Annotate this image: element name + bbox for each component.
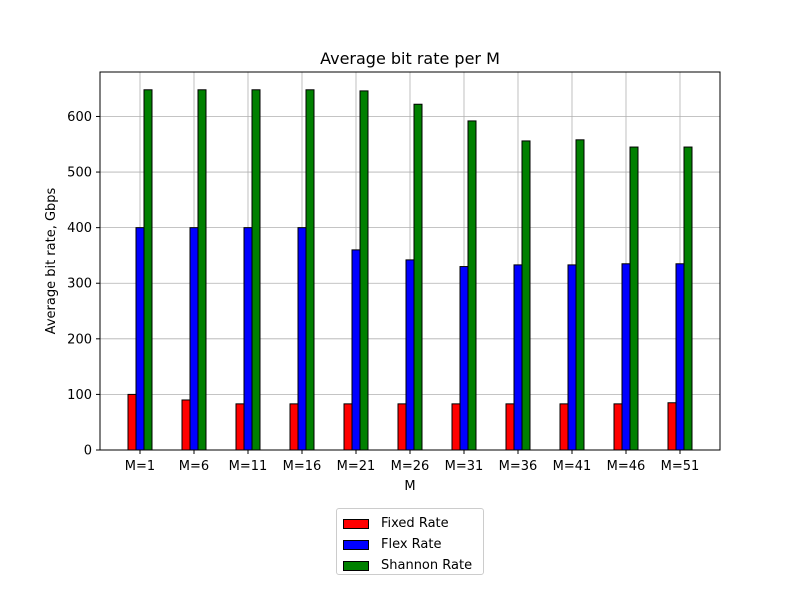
flex-rate-bar	[135, 227, 145, 451]
x-tick-label: M=11	[229, 459, 268, 474]
legend-swatch-flex-rate	[343, 539, 369, 550]
fixed-rate-bar	[613, 403, 623, 451]
shannon-rate-bar	[305, 89, 315, 451]
fixed-rate-bar	[667, 402, 677, 451]
x-tick-label: M=21	[337, 459, 376, 474]
y-axis: 0 100 200 300 400 500 600	[67, 110, 100, 459]
shannon-rate-bar	[575, 139, 585, 451]
shannon-rate-bar	[413, 103, 423, 451]
legend-swatch-fixed-rate	[343, 518, 369, 529]
flex-rate-bar	[405, 259, 415, 451]
legend-item-flex-rate: Flex Rate	[337, 534, 483, 555]
x-tick-label: M=36	[499, 459, 538, 474]
legend-item-fixed-rate: Fixed Rate	[337, 513, 483, 534]
y-tick-label: 0	[84, 444, 92, 459]
fixed-rate-bar	[181, 399, 191, 451]
y-axis-label: Average bit rate, Gbps	[44, 187, 59, 334]
shannon-rate-bar	[359, 90, 369, 451]
x-axis: M=1 M=6 M=11 M=16 M=21 M=26 M=31 M=36 M=41 M=46 M=…	[125, 450, 700, 474]
fixed-rate-bar	[235, 403, 245, 451]
fixed-rate-bar	[397, 403, 407, 451]
x-tick-label: M=1	[125, 459, 155, 474]
x-tick-label: M=46	[607, 459, 646, 474]
y-tick-label: 300	[67, 277, 92, 292]
x-tick-label: M=16	[283, 459, 322, 474]
flex-rate-bar	[243, 227, 253, 451]
fixed-rate-bar	[127, 393, 137, 451]
flex-rate-bar	[351, 249, 361, 451]
x-tick-label: M=41	[553, 459, 592, 474]
shannon-rate-bar	[251, 89, 261, 451]
legend-label-fixed-rate: Fixed Rate	[381, 516, 449, 531]
y-tick-label: 100	[67, 388, 92, 403]
flex-rate-bar	[189, 227, 199, 451]
shannon-rate-bar	[683, 146, 693, 451]
flex-rate-bar	[567, 264, 577, 451]
x-tick-label: M=26	[391, 459, 430, 474]
shannon-rate-bar	[521, 140, 531, 451]
x-tick-label: M=31	[445, 459, 484, 474]
chart-title: Average bit rate per M	[320, 49, 500, 68]
fixed-rate-bar	[451, 403, 461, 451]
y-tick-label: 600	[67, 110, 92, 125]
y-tick-label: 200	[67, 332, 92, 347]
fixed-rate-bar	[343, 403, 353, 451]
shannon-rate-bar	[197, 89, 207, 451]
y-tick-label: 400	[67, 221, 92, 236]
shannon-rate-bar	[143, 89, 153, 451]
legend: Fixed Rate Flex Rate Shannon Rate	[336, 508, 484, 575]
shannon-rate-bar	[467, 120, 477, 451]
fixed-rate-bar	[559, 403, 569, 451]
flex-rate-bar	[297, 227, 307, 451]
legend-label-shannon-rate: Shannon Rate	[381, 558, 473, 573]
x-tick-label: M=6	[179, 459, 209, 474]
fixed-rate-bar	[505, 403, 515, 451]
flex-rate-bar	[621, 263, 631, 451]
y-tick-label: 500	[67, 166, 92, 181]
x-tick-label: M=51	[661, 459, 700, 474]
shannon-rate-bar	[629, 146, 639, 451]
x-axis-label: M	[404, 479, 415, 494]
legend-item-shannon-rate: Shannon Rate	[337, 555, 483, 576]
flex-rate-bar	[675, 263, 685, 451]
flex-rate-bar	[459, 266, 469, 451]
flex-rate-bar	[513, 264, 523, 451]
legend-label-flex-rate: Flex Rate	[381, 537, 442, 552]
fixed-rate-bar	[289, 403, 299, 451]
legend-swatch-shannon-rate	[343, 560, 369, 571]
